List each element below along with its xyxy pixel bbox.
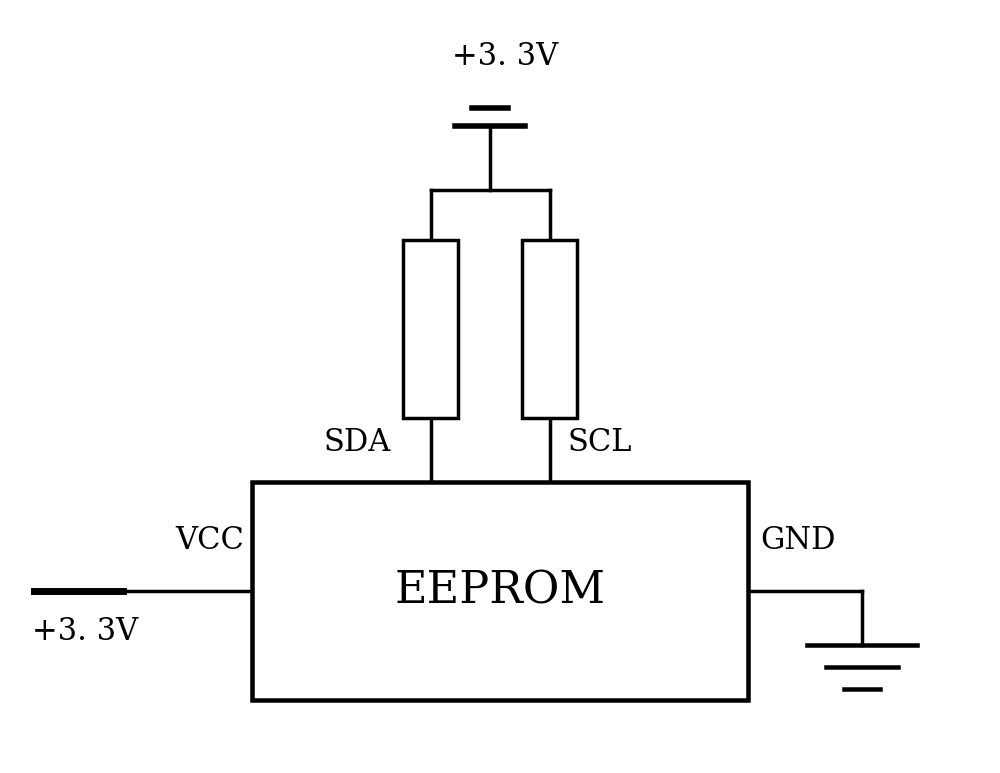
Bar (403, 240, 458, 417)
Text: +3. 3V: +3. 3V (32, 615, 138, 646)
Text: SDA: SDA (324, 427, 391, 458)
Text: EEPROM: EEPROM (395, 569, 606, 612)
Text: VCC: VCC (175, 525, 244, 556)
Text: GND: GND (760, 525, 835, 556)
Bar (252, 482, 748, 700)
Bar (522, 240, 577, 417)
Text: SCL: SCL (567, 427, 632, 458)
Text: +3. 3V: +3. 3V (452, 41, 558, 72)
